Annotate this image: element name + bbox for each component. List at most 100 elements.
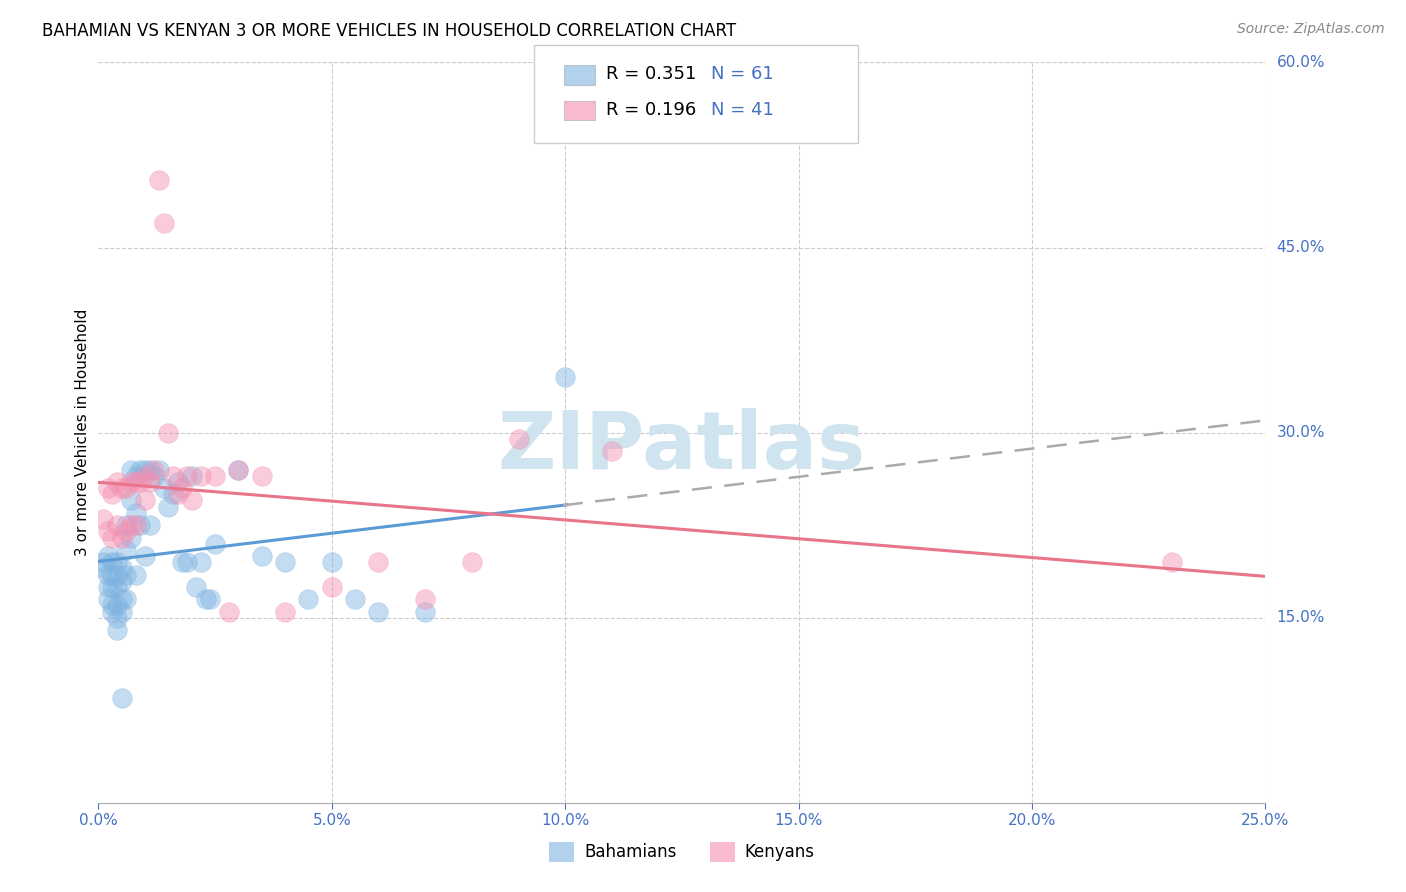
Point xyxy=(105,518,128,533)
Point xyxy=(97,567,120,582)
Point xyxy=(97,592,120,607)
Point xyxy=(172,481,194,495)
Point xyxy=(111,561,134,575)
Point xyxy=(157,425,180,440)
Point xyxy=(297,592,319,607)
Point xyxy=(105,623,128,637)
Point xyxy=(115,524,138,539)
Point xyxy=(125,567,148,582)
Point xyxy=(101,555,124,569)
Point xyxy=(600,444,623,458)
Point xyxy=(111,690,134,705)
Point xyxy=(97,481,120,495)
Point xyxy=(180,493,202,508)
Point xyxy=(105,567,128,582)
Point xyxy=(1161,555,1184,569)
Point xyxy=(115,592,138,607)
Point xyxy=(101,580,124,594)
Point xyxy=(152,216,174,230)
Text: N = 61: N = 61 xyxy=(711,65,775,83)
Point xyxy=(157,500,180,514)
Text: BAHAMIAN VS KENYAN 3 OR MORE VEHICLES IN HOUSEHOLD CORRELATION CHART: BAHAMIAN VS KENYAN 3 OR MORE VEHICLES IN… xyxy=(42,22,737,40)
Text: 60.0%: 60.0% xyxy=(1277,55,1324,70)
Point xyxy=(194,592,217,607)
Point xyxy=(367,555,389,569)
Point xyxy=(111,592,134,607)
Point xyxy=(143,468,166,483)
Point xyxy=(120,518,142,533)
Point xyxy=(120,462,142,476)
Point xyxy=(115,567,138,582)
Point xyxy=(111,531,134,545)
Point xyxy=(101,487,124,501)
Point xyxy=(190,555,212,569)
Point xyxy=(101,567,124,582)
Point xyxy=(274,555,297,569)
Point xyxy=(105,610,128,624)
Point xyxy=(250,468,273,483)
Point xyxy=(166,487,188,501)
Point xyxy=(111,574,134,588)
Point xyxy=(125,475,148,489)
Point xyxy=(152,481,174,495)
Point xyxy=(129,518,152,533)
Point xyxy=(508,432,530,446)
Point xyxy=(172,555,194,569)
Text: R = 0.351: R = 0.351 xyxy=(606,65,696,83)
Point xyxy=(180,468,202,483)
Text: 45.0%: 45.0% xyxy=(1277,240,1324,255)
Point xyxy=(321,555,343,569)
Point xyxy=(134,468,156,483)
Point xyxy=(101,599,124,613)
Point xyxy=(139,518,162,533)
Point xyxy=(186,580,208,594)
Point xyxy=(200,592,222,607)
Point xyxy=(129,462,152,476)
Point xyxy=(176,468,198,483)
Point xyxy=(461,555,484,569)
Point xyxy=(228,462,250,476)
Point xyxy=(204,468,226,483)
Point xyxy=(97,549,120,563)
Point xyxy=(97,524,120,539)
Text: R = 0.196: R = 0.196 xyxy=(606,101,696,119)
Point xyxy=(125,506,148,520)
Point xyxy=(148,462,170,476)
Point xyxy=(228,462,250,476)
Point xyxy=(111,605,134,619)
Point xyxy=(139,475,162,489)
Point xyxy=(115,518,138,533)
Point xyxy=(250,549,273,563)
Point xyxy=(176,555,198,569)
Point xyxy=(367,605,389,619)
Point xyxy=(413,592,436,607)
Point xyxy=(148,172,170,186)
Point xyxy=(105,475,128,489)
Text: 30.0%: 30.0% xyxy=(1277,425,1324,440)
Y-axis label: 3 or more Vehicles in Household: 3 or more Vehicles in Household xyxy=(75,309,90,557)
Point xyxy=(204,536,226,550)
Point xyxy=(105,599,128,613)
Text: N = 41: N = 41 xyxy=(711,101,775,119)
Point xyxy=(166,475,188,489)
Point xyxy=(134,493,156,508)
Point xyxy=(91,561,114,575)
Point xyxy=(413,605,436,619)
Point xyxy=(218,605,240,619)
Point xyxy=(120,475,142,489)
Point xyxy=(125,468,148,483)
Point xyxy=(97,580,120,594)
Point xyxy=(134,549,156,563)
Point xyxy=(554,370,576,384)
Text: Source: ZipAtlas.com: Source: ZipAtlas.com xyxy=(1237,22,1385,37)
Point xyxy=(344,592,367,607)
Point xyxy=(111,481,134,495)
Point xyxy=(274,605,297,619)
Point xyxy=(91,555,114,569)
Point xyxy=(101,605,124,619)
Text: 15.0%: 15.0% xyxy=(1277,610,1324,625)
Point xyxy=(105,555,128,569)
Point xyxy=(190,468,212,483)
Text: ZIPatlas: ZIPatlas xyxy=(498,409,866,486)
Point xyxy=(120,493,142,508)
